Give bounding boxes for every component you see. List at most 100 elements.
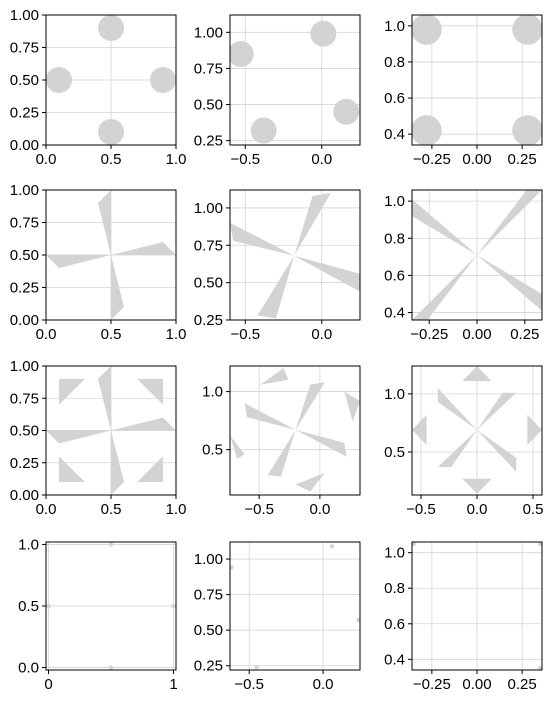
y-tick-label: 0.4: [384, 305, 405, 322]
y-tick-label: 0.4: [384, 126, 405, 143]
y-tick-label: 0.50: [10, 423, 39, 440]
x-tick-label: 0.0: [309, 501, 330, 518]
triangle-mark: [59, 456, 85, 483]
subplot-11: −0.5 0.0 0.25 0.50 0.75 1.00: [194, 541, 361, 693]
x-tick-label: 0.00: [462, 676, 491, 693]
y-tick-label: 0.0: [18, 660, 39, 677]
triangle-mark: [59, 378, 85, 405]
triangle-mark: [437, 429, 477, 468]
data-marks: [46, 190, 176, 320]
y-tick-label: 1.0: [18, 536, 39, 553]
x-tick-label: 1.0: [166, 151, 187, 168]
circle-mark: [46, 603, 51, 609]
triangle-mark: [267, 429, 296, 477]
circle-mark: [150, 67, 176, 93]
triangle-mark: [111, 255, 124, 320]
x-tick-label: 0.0: [311, 151, 332, 168]
y-tick-label: 0.4: [384, 651, 405, 668]
axes-frame: [229, 365, 361, 496]
data-marks: [46, 542, 176, 670]
x-tick-label: −0.5: [230, 151, 260, 168]
x-tick-label: −0.25: [413, 676, 451, 693]
x-tick-label: −0.25: [413, 151, 451, 168]
circle-mark: [108, 542, 114, 547]
y-tick-label: 0.75: [194, 237, 223, 254]
y-tick-label: 0.25: [194, 133, 223, 150]
triangle-mark: [477, 255, 542, 311]
x-tick-label: 0.5: [101, 501, 122, 518]
circle-mark: [537, 666, 542, 670]
x-tick-label: 0.00: [462, 151, 491, 168]
circle-mark: [356, 618, 360, 623]
triangle-mark: [46, 430, 111, 444]
y-tick-label: 1.00: [194, 24, 223, 41]
triangle-mark: [295, 429, 347, 457]
x-tick-label: 0.0: [311, 326, 332, 343]
y-tick-label: 1.0: [384, 386, 405, 403]
y-tick-label: 0.50: [10, 72, 39, 89]
circle-mark: [98, 119, 124, 145]
subplot-10: 0 1 0.0 0.5 1.0: [18, 536, 178, 693]
triangle-mark: [477, 190, 542, 255]
circle-mark: [537, 542, 542, 546]
circle-mark: [230, 565, 234, 570]
data-marks: [412, 366, 542, 494]
y-tick-label: 1.00: [194, 200, 223, 217]
y-tick-label: 0.50: [194, 622, 223, 639]
data-marks: [230, 544, 360, 670]
y-tick-label: 0.8: [384, 580, 405, 597]
data-marks: [230, 368, 360, 492]
y-tick-label: 0.25: [10, 105, 39, 122]
data-marks: [230, 20, 360, 144]
triangle-mark: [137, 378, 163, 405]
data-marks: [230, 193, 360, 319]
y-tick-label: 1.0: [384, 18, 405, 35]
y-tick-label: 0.8: [384, 230, 405, 247]
x-tick-label: 0: [44, 676, 52, 693]
triangle-mark: [527, 414, 542, 445]
circle-mark: [108, 665, 114, 670]
triangle-mark: [294, 193, 331, 256]
y-tick-label: 0.6: [384, 616, 405, 633]
subplot-9: −0.5 0.0 0.5 0.5 1.0: [384, 365, 544, 518]
x-tick-label: −0.25: [410, 326, 448, 343]
subplot-7: 0.0 0.5 1.0 0.00 0.25 0.50 0.75 1.00: [10, 358, 187, 518]
y-tick-label: 0.75: [10, 390, 39, 407]
subplot-1: 0.0 0.5 1.0 0.00 0.25 0.50 0.75 1.00: [10, 7, 187, 168]
subplot-12: −0.25 0.00 0.25 0.4 0.6 0.8 1.0: [384, 541, 543, 693]
triangle-mark: [294, 255, 360, 292]
x-tick-label: 0.0: [313, 676, 334, 693]
y-tick-label: 0.75: [10, 215, 39, 232]
axes-frame: [229, 541, 361, 671]
y-tick-label: 0.75: [10, 40, 39, 57]
y-tick-label: 0.50: [10, 247, 39, 264]
triangle-mark: [230, 222, 295, 256]
y-tick-label: 0.50: [194, 97, 223, 114]
circle-mark: [512, 115, 542, 145]
circle-mark: [333, 98, 360, 125]
subplot-6: −0.25 0.00 0.25 0.4 0.6 0.8 1.0: [384, 189, 543, 343]
triangle-mark: [46, 255, 111, 268]
triangle-mark: [137, 456, 163, 483]
triangle-mark: [477, 392, 517, 430]
circle-mark: [412, 542, 417, 546]
x-tick-label: −0.5: [244, 501, 274, 518]
x-tick-label: 0.25: [508, 676, 537, 693]
x-tick-label: −0.5: [234, 676, 264, 693]
circle-mark: [171, 603, 176, 609]
circle-mark: [98, 15, 124, 41]
triangle-mark: [257, 255, 295, 319]
circle-mark: [412, 115, 442, 145]
circle-mark: [329, 544, 335, 549]
triangle-mark: [260, 368, 289, 385]
y-tick-label: 0.75: [194, 60, 223, 77]
circle-mark: [250, 117, 277, 144]
x-tick-label: 0.0: [36, 151, 57, 168]
y-tick-label: 0.5: [18, 598, 39, 615]
triangle-mark: [477, 429, 517, 472]
data-marks: [46, 15, 176, 145]
y-tick-label: 1.0: [384, 545, 405, 562]
triangle-mark: [412, 255, 477, 320]
triangle-mark: [344, 391, 360, 422]
x-tick-label: 0.5: [523, 501, 544, 518]
